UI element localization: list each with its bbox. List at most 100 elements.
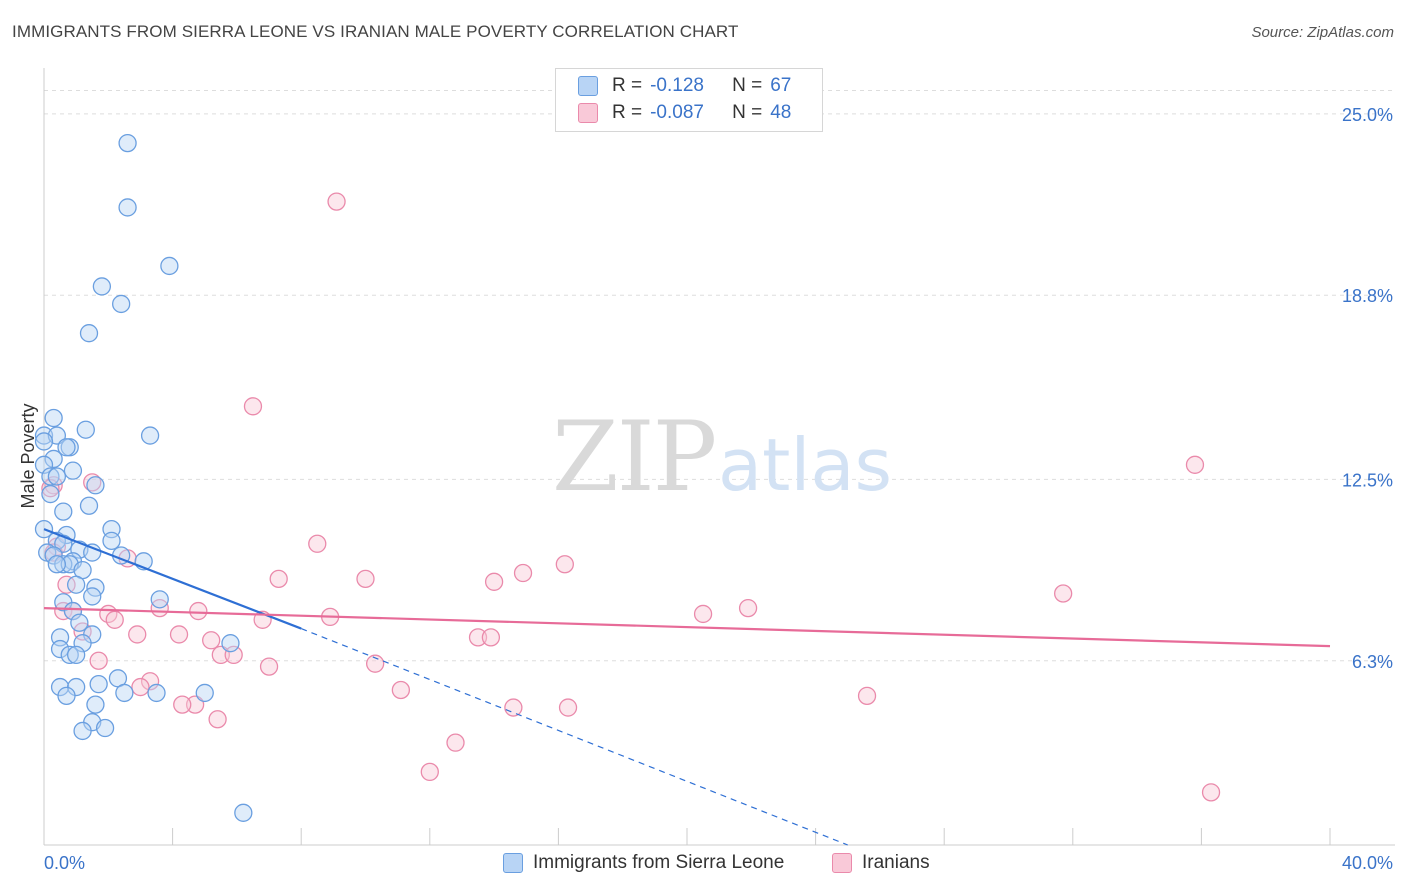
sierra-leone-point xyxy=(70,613,89,632)
sierra-leone-point xyxy=(92,277,112,296)
sierra-leone-point xyxy=(195,683,214,703)
sierra-leone-trend-line xyxy=(43,528,302,630)
iranians-point xyxy=(857,686,877,705)
iranians-point xyxy=(224,645,243,665)
legend-n-value: 67 xyxy=(770,75,792,96)
sierra-leone-point xyxy=(63,601,83,621)
series-legend-sierra-leone[interactable]: Immigrants from Sierra Leone xyxy=(503,852,784,874)
sierra-leone-point xyxy=(34,455,54,474)
sierra-leone-point xyxy=(86,476,105,495)
sierra-leone-point xyxy=(221,634,240,653)
iranians-trend-line xyxy=(43,607,1331,648)
iranians-point xyxy=(243,397,263,416)
sierra-leone-point xyxy=(73,634,92,653)
legend: R = -0.128 N = 67 R = -0.087 N = 48 xyxy=(555,68,823,132)
sierra-leone-point xyxy=(34,432,54,451)
y-axis-label: Male Poverty xyxy=(18,403,38,508)
sierra-leone-point xyxy=(50,639,70,659)
iranians-point xyxy=(128,625,147,644)
sierra-leone-point xyxy=(86,695,105,714)
sierra-leone-point xyxy=(34,426,54,445)
iranians-point xyxy=(131,677,150,697)
sierra-leone-point xyxy=(95,718,115,738)
iranians-point xyxy=(140,672,160,691)
legend-r-value: -0.087 xyxy=(650,102,704,123)
sierra-leone-point xyxy=(112,294,131,314)
sierra-leone-point xyxy=(57,686,76,705)
legend-r-label: R = xyxy=(612,75,643,96)
iranians-point xyxy=(57,575,76,594)
x-tick-label-min: 0.0% xyxy=(44,853,85,873)
sierra-leone-point xyxy=(79,324,99,343)
iranians-point xyxy=(446,733,465,752)
iranians-point xyxy=(558,698,578,717)
iranians-point xyxy=(1201,783,1221,802)
iranians-point xyxy=(185,695,205,714)
sierra-leone-point xyxy=(89,675,108,694)
source-label: Source: ZipAtlas.com xyxy=(1251,24,1394,41)
iranians-point xyxy=(202,631,221,650)
axes xyxy=(43,68,1395,846)
legend-n-value: 48 xyxy=(770,102,792,123)
sierra-leone-point xyxy=(147,683,166,703)
legend-swatch-blue xyxy=(578,76,598,96)
watermark: ZIP atlas xyxy=(552,401,892,513)
sierra-leone-point xyxy=(234,803,253,822)
iranians-points xyxy=(41,192,1221,802)
iranians-point xyxy=(327,192,346,211)
sierra-leone-point xyxy=(47,555,67,574)
gridlines xyxy=(44,89,1395,662)
sierra-leone-point xyxy=(76,420,95,439)
sierra-leone-point xyxy=(41,484,60,504)
iranians-point xyxy=(173,695,192,714)
legend-r-value: -0.128 xyxy=(650,75,704,96)
iranians-point xyxy=(308,534,327,553)
iranians-point xyxy=(481,628,501,647)
iranians-point xyxy=(208,710,227,729)
sierra-leone-point xyxy=(83,587,102,606)
chart-title: IMMIGRANTS FROM SIERRA LEONE VS IRANIAN … xyxy=(12,22,739,41)
y-tick-label: 6.3% xyxy=(1352,652,1393,672)
legend-n-label: N = xyxy=(732,102,763,123)
sierra-leone-point xyxy=(67,645,86,665)
sierra-leone-point xyxy=(44,449,63,469)
y-tick-label: 12.5% xyxy=(1342,470,1393,490)
series-swatch-blue xyxy=(503,853,523,873)
sierra-leone-point xyxy=(54,502,73,521)
sierra-leone-point xyxy=(44,408,63,428)
sierra-leone-point xyxy=(60,645,79,665)
legend-r-label: R = xyxy=(612,102,643,123)
legend-row-iranians: R = -0.087 N = 48 xyxy=(578,102,791,124)
sierra-leone-point xyxy=(150,590,169,609)
iranians-point xyxy=(356,569,375,589)
watermark-atlas: atlas xyxy=(718,423,892,507)
sierra-leone-point xyxy=(102,531,121,550)
tick-labels: 6.3% 12.5% 18.8% 25.0% 0.0% 40.0% xyxy=(44,105,1393,873)
iranians-point xyxy=(738,598,758,618)
series-name: Iranians xyxy=(862,852,930,873)
iranians-point xyxy=(484,572,504,591)
iranians-point xyxy=(555,555,574,574)
sierra-leone-point xyxy=(118,133,137,153)
x-tick-label-max: 40.0% xyxy=(1342,853,1393,873)
sierra-leone-trend-extension xyxy=(300,628,848,846)
iranians-point xyxy=(259,657,279,676)
iranians-point xyxy=(513,563,533,583)
sierra-leone-point xyxy=(54,555,73,574)
sierra-leone-point xyxy=(118,198,137,217)
trend-lines xyxy=(43,528,1331,846)
sierra-leone-point xyxy=(63,461,83,480)
sierra-leone-point xyxy=(54,534,73,553)
series-legend-iranians[interactable]: Iranians xyxy=(832,852,930,874)
iranians-point xyxy=(105,610,124,629)
sierra-leone-point xyxy=(67,575,86,594)
sierra-leone-point xyxy=(115,683,134,703)
iranians-point xyxy=(365,654,385,673)
iranians-point xyxy=(420,762,439,782)
iranians-point xyxy=(468,628,488,647)
sierra-leone-point xyxy=(73,721,92,741)
sierra-leone-point xyxy=(47,467,67,486)
iranians-point xyxy=(1185,455,1205,474)
iranians-point xyxy=(391,680,411,700)
iranians-point xyxy=(89,651,108,670)
